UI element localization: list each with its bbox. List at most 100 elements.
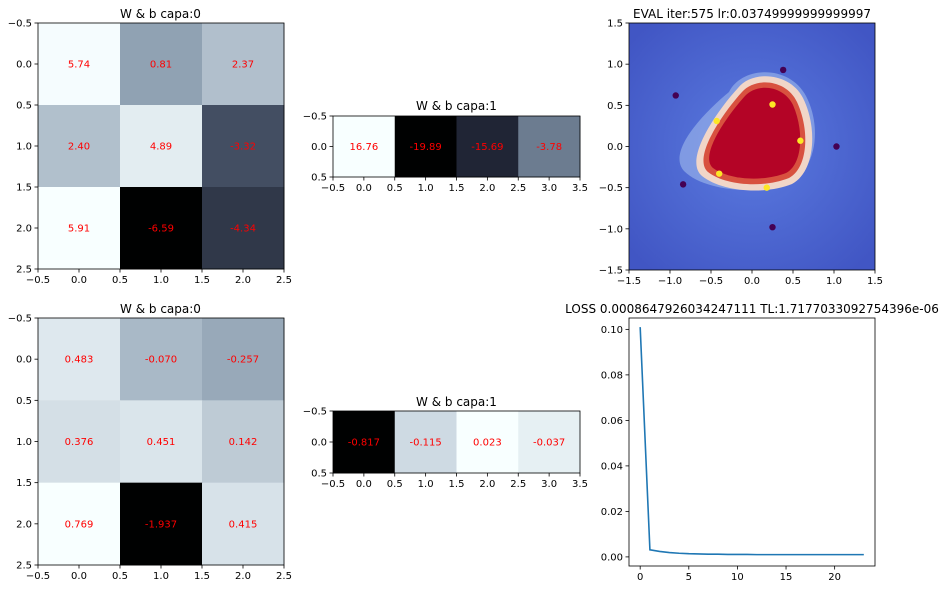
- y-tick-label: 0.08: [601, 370, 623, 381]
- y-tick-label: 0.02: [601, 507, 623, 518]
- y-tick-label: 1.5: [16, 478, 32, 489]
- x-tick-label: 3.5: [572, 183, 588, 194]
- x-tick-label: 0.5: [387, 479, 403, 490]
- cell-value-label: -0.115: [410, 438, 442, 449]
- heatmap-cell: [202, 23, 285, 106]
- x-tick-label: 2.0: [235, 571, 251, 582]
- y-tick-label: 0.0: [607, 142, 623, 153]
- heatmap-cell: [38, 105, 121, 188]
- y-tick-label: 0.0: [16, 355, 32, 366]
- cell-value-label: 0.81: [150, 60, 172, 71]
- x-tick-label: 3.5: [572, 479, 588, 490]
- y-tick-label: 0.00: [601, 552, 623, 563]
- y-tick-label: 2.5: [16, 561, 32, 572]
- heatmap-cell: [38, 23, 121, 106]
- x-tick-label: 2.0: [479, 479, 495, 490]
- x-tick-label: 1.5: [194, 275, 210, 286]
- y-tick-label: −0.5: [303, 407, 327, 418]
- cell-value-label: -15.69: [471, 142, 503, 153]
- heatmap-cell: [394, 116, 457, 178]
- decision-boundary-panel: EVAL iter:575 lr:0.03749999999999997: [628, 7, 876, 271]
- cell-value-label: 0.376: [65, 437, 94, 448]
- y-tick-label: −0.5: [303, 112, 327, 123]
- x-tick-label: 0.0: [744, 276, 760, 287]
- x-tick-label: −0.5: [321, 479, 345, 490]
- cell-value-label: -4.34: [230, 224, 256, 235]
- y-tick-label: −0.5: [8, 19, 32, 30]
- x-tick-label: 0.5: [387, 183, 403, 194]
- panel-title: W & b capa:1: [416, 99, 497, 113]
- cell-value-label: 0.769: [65, 519, 94, 530]
- heatmap-cell: [120, 318, 203, 401]
- y-tick-label: −1.0: [599, 224, 623, 235]
- heatmap-cell: [333, 116, 396, 178]
- class0-point: [769, 223, 776, 231]
- y-tick-label: 1.5: [607, 19, 623, 30]
- y-tick-label: 0.5: [16, 101, 32, 112]
- loss-series-line: [639, 327, 864, 556]
- x-tick-label: −1.0: [658, 276, 682, 287]
- x-tick-label: 1.5: [449, 183, 465, 194]
- panel-title: EVAL iter:575 lr:0.03749999999999997: [633, 7, 871, 21]
- y-tick-label: 0.10: [601, 325, 623, 336]
- heatmap-cell: [38, 318, 121, 401]
- cell-value-label: 4.89: [150, 142, 172, 153]
- cell-value-label: -0.037: [533, 438, 565, 449]
- y-tick-label: −1.5: [599, 266, 623, 277]
- x-tick-label: −0.5: [699, 276, 723, 287]
- decision-surface: [629, 23, 875, 270]
- cell-value-label: -1.937: [145, 519, 177, 530]
- class1-point: [716, 170, 723, 177]
- panel-title: LOSS 0.0008647926034247111 TL:1.71770330…: [565, 302, 939, 316]
- x-tick-label: −0.5: [26, 275, 50, 286]
- heatmap-cell: [120, 105, 203, 188]
- class1-point: [769, 101, 776, 108]
- heatmap-panel-layer1-top: W & b capa:1 16.76 -19.89 -15.69 -3.78: [332, 99, 581, 178]
- cell-value-label: -19.89: [410, 142, 442, 153]
- panel-title: W & b capa:0: [120, 7, 201, 21]
- y-tick-label: 0.06: [601, 416, 623, 427]
- y-tick-label: 0.5: [607, 101, 623, 112]
- cell-value-label: 0.023: [473, 438, 502, 449]
- x-tick-label: −0.5: [26, 571, 50, 582]
- x-tick-label: 2.5: [510, 479, 526, 490]
- y-tick-label: 0.0: [311, 142, 327, 153]
- loss-line-panel: LOSS 0.0008647926034247111 TL:1.71770330…: [565, 302, 939, 567]
- x-tick-label: 5: [686, 572, 692, 583]
- x-tick-label: 10: [731, 572, 744, 583]
- heatmap-cell: [38, 400, 121, 484]
- heatmap-cell: [120, 23, 203, 106]
- cell-value-label: 5.91: [68, 224, 90, 235]
- heatmap-cell: [202, 482, 285, 566]
- y-tick-label: −0.5: [8, 314, 32, 325]
- heatmap-cells: 5.74 0.81 2.37 2.40 4.89 -3.32 5.91 -6.59 -4.34: [38, 23, 285, 270]
- cell-value-label: 0.142: [229, 437, 258, 448]
- class1-region: [709, 87, 801, 179]
- x-tick-label: 0.5: [785, 276, 801, 287]
- axis-ticks: −0.5 0.0 0.5 1.0 1.5 2.0 2.5−0.50.00.51.01.52.…: [8, 19, 883, 584]
- x-tick-label: 2.0: [479, 183, 495, 194]
- class1-point: [763, 184, 770, 191]
- y-tick-label: 1.0: [607, 60, 623, 71]
- x-tick-label: 2.5: [276, 275, 292, 286]
- cell-value-label: -0.070: [145, 355, 177, 366]
- class0-point: [672, 92, 679, 99]
- y-tick-label: 1.0: [16, 437, 32, 448]
- x-tick-label: 0.0: [356, 479, 372, 490]
- heatmap-cell: [38, 482, 121, 566]
- cell-value-label: 2.40: [68, 142, 90, 153]
- x-tick-label: 2.0: [235, 275, 251, 286]
- cell-value-label: -0.257: [227, 355, 259, 366]
- x-tick-label: −1.5: [617, 276, 641, 287]
- x-tick-label: 1.0: [153, 571, 169, 582]
- x-tick-label: 1.0: [418, 183, 434, 194]
- y-tick-label: 2.0: [16, 224, 32, 235]
- heatmap-cell: [202, 400, 285, 484]
- class1-point: [797, 137, 804, 144]
- loss-plot: [639, 327, 864, 556]
- y-tick-label: 1.5: [16, 183, 32, 194]
- class0-point: [779, 66, 787, 74]
- cell-value-label: -0.817: [348, 438, 380, 449]
- panel-title: W & b capa:0: [120, 302, 201, 316]
- x-tick-label: 3.0: [541, 183, 557, 194]
